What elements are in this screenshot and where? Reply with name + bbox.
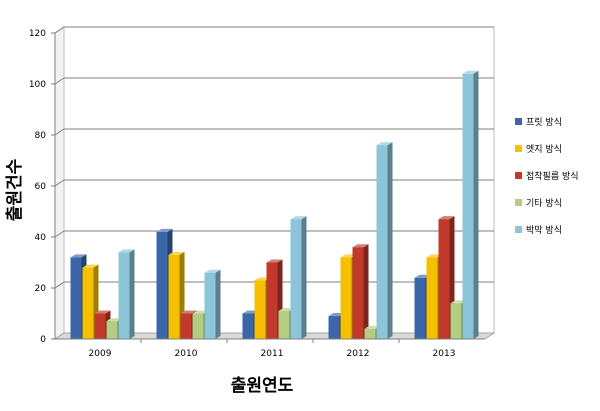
legend-label: 접착필름 방식 bbox=[526, 170, 579, 182]
bar-top bbox=[376, 142, 393, 146]
bar-top bbox=[462, 70, 479, 74]
y-tick-label: 60 bbox=[35, 182, 47, 192]
legend-item: 프릿 방식 bbox=[515, 116, 562, 128]
bar-side bbox=[387, 142, 393, 339]
bar-front bbox=[254, 280, 266, 339]
bar-front bbox=[426, 257, 438, 339]
bar-front bbox=[82, 267, 94, 339]
bar-front bbox=[94, 313, 106, 339]
y-tick-label: 100 bbox=[29, 80, 46, 90]
gridline-side bbox=[54, 179, 65, 187]
bar bbox=[290, 216, 307, 339]
y-tick-label: 80 bbox=[35, 131, 47, 141]
x-axis-title: 출원연도 bbox=[231, 376, 294, 396]
bar-side bbox=[215, 269, 221, 339]
gridline-side bbox=[54, 281, 65, 289]
bar-front bbox=[462, 73, 474, 340]
bar-side bbox=[129, 249, 135, 339]
bar-side bbox=[473, 70, 479, 340]
y-tick-label: 20 bbox=[35, 284, 47, 294]
legend-item: 엣지 방식 bbox=[515, 144, 562, 155]
bar-front bbox=[168, 254, 180, 339]
gridline-side bbox=[54, 230, 65, 238]
bar-top bbox=[352, 244, 369, 248]
y-axis-title: 출원건수 bbox=[5, 158, 25, 221]
x-tick-label: 2012 bbox=[347, 349, 370, 359]
legend-swatch bbox=[515, 199, 522, 206]
bar-front bbox=[376, 145, 388, 339]
bar-front bbox=[290, 219, 302, 339]
legend-swatch bbox=[515, 145, 522, 152]
bar bbox=[376, 142, 393, 339]
bar-top bbox=[82, 264, 99, 268]
legend-item: 접착필름 방식 bbox=[515, 170, 579, 182]
bar-top bbox=[290, 216, 307, 220]
bar-front bbox=[204, 272, 216, 339]
bar bbox=[204, 269, 221, 339]
gridline-side bbox=[54, 128, 65, 136]
bar bbox=[118, 249, 135, 339]
y-tick-label: 40 bbox=[35, 233, 47, 243]
legend-label: 기타 방식 bbox=[526, 198, 562, 209]
bar-front bbox=[328, 316, 340, 339]
legend-label: 프릿 방식 bbox=[526, 116, 562, 128]
legend-label: 엣지 방식 bbox=[526, 144, 562, 155]
bar-front bbox=[278, 310, 290, 339]
bar-front bbox=[192, 313, 204, 339]
legend-swatch bbox=[515, 172, 522, 179]
bar-front bbox=[414, 277, 426, 339]
bar-top bbox=[118, 249, 135, 253]
legend-swatch bbox=[515, 226, 522, 233]
x-tick-label: 2013 bbox=[433, 349, 456, 359]
bar-side bbox=[301, 216, 307, 339]
bar-side bbox=[363, 244, 369, 339]
bar-front bbox=[266, 262, 278, 339]
bar-top bbox=[180, 310, 197, 314]
bar-front bbox=[352, 247, 364, 339]
y-tick-label: 120 bbox=[29, 29, 46, 39]
bar-front bbox=[242, 313, 254, 339]
bar-front bbox=[118, 252, 130, 339]
legend-swatch bbox=[515, 118, 522, 125]
bars bbox=[70, 70, 479, 340]
bar bbox=[352, 244, 369, 339]
legend-label: 박막 방식 bbox=[526, 225, 562, 236]
y-axis-ticks: 0 20 40 60 80 100 120 bbox=[29, 29, 56, 345]
bar-front bbox=[450, 303, 462, 339]
bar-top bbox=[70, 254, 87, 258]
legend-item: 기타 방식 bbox=[515, 198, 562, 209]
bar-front bbox=[156, 231, 168, 339]
bar-top bbox=[204, 269, 221, 273]
y-tick-label: 0 bbox=[40, 335, 46, 345]
x-tick-label: 2009 bbox=[89, 349, 112, 359]
bar-top bbox=[438, 216, 455, 220]
x-tick-label: 2010 bbox=[175, 349, 198, 359]
gridline-side bbox=[54, 77, 65, 85]
legend-item: 박막 방식 bbox=[515, 225, 562, 236]
bar-front bbox=[438, 219, 450, 339]
bar-front bbox=[70, 257, 82, 339]
bar bbox=[462, 70, 479, 340]
bar-front bbox=[180, 313, 192, 339]
bar-top bbox=[266, 259, 283, 263]
x-axis-ticks: 2009 2010 2011 2012 2013 bbox=[55, 338, 485, 359]
bar-top bbox=[168, 251, 185, 255]
bar-front bbox=[364, 328, 376, 339]
bar-top bbox=[94, 310, 111, 314]
bar-front bbox=[340, 257, 352, 339]
x-tick-label: 2011 bbox=[261, 349, 284, 359]
bar-top bbox=[156, 228, 173, 232]
bar-front bbox=[106, 321, 118, 339]
gridline-side bbox=[54, 26, 65, 34]
